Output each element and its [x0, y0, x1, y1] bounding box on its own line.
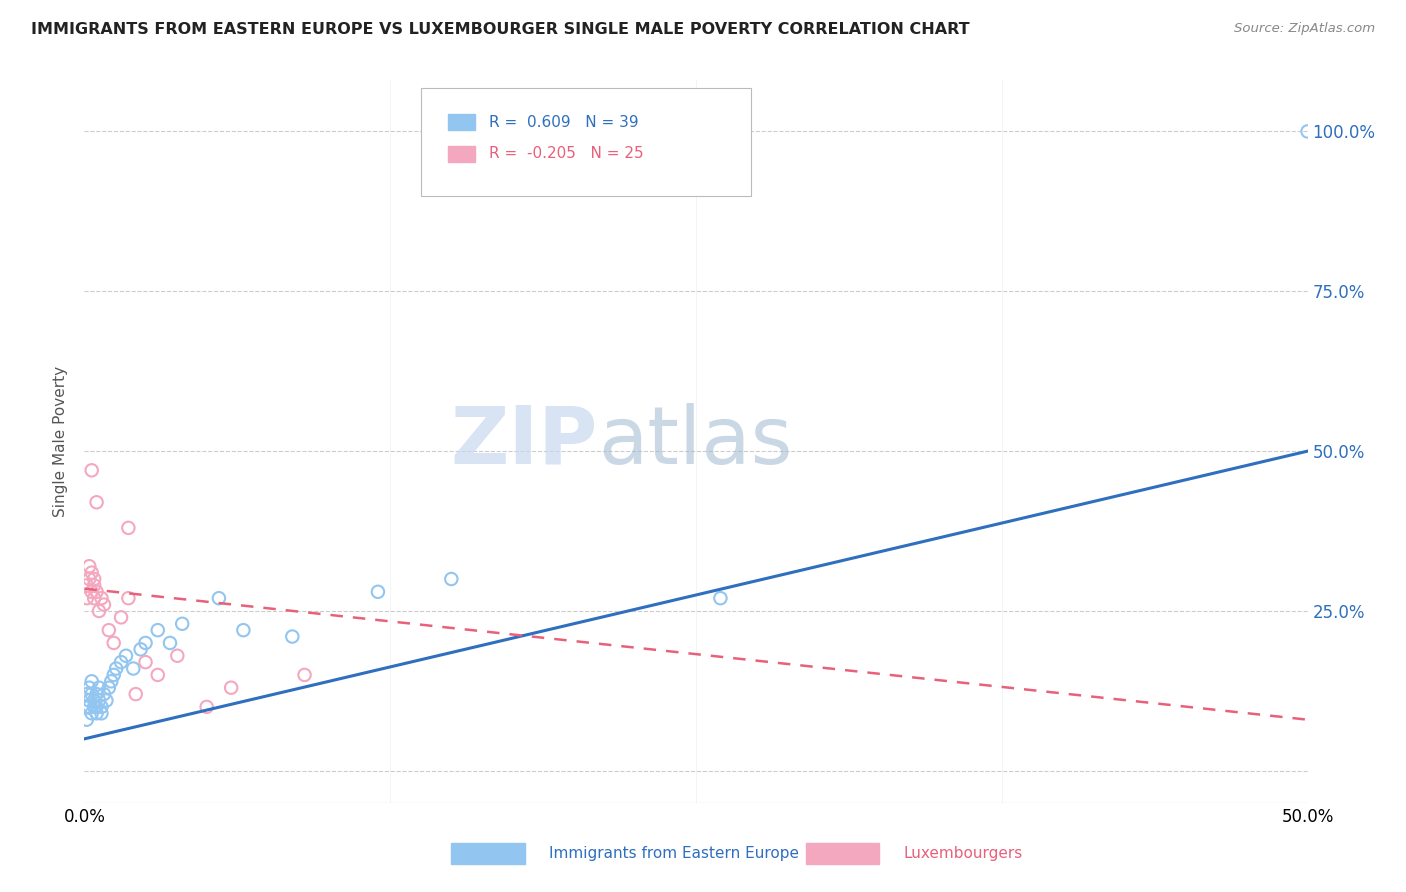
Point — [77, 559, 100, 574]
Point — [80, 687, 103, 701]
Point — [97, 681, 120, 695]
Point — [166, 648, 188, 663]
Point — [110, 655, 132, 669]
Point — [135, 636, 157, 650]
FancyBboxPatch shape — [447, 146, 475, 162]
Text: Luxembourgers: Luxembourgers — [904, 846, 1024, 861]
Point — [172, 616, 194, 631]
Point — [76, 578, 98, 592]
Point — [100, 674, 122, 689]
Point — [87, 693, 110, 707]
Text: Immigrants from Eastern Europe: Immigrants from Eastern Europe — [550, 846, 799, 861]
Point — [294, 668, 316, 682]
Point — [77, 572, 100, 586]
Point — [208, 591, 231, 606]
Point — [96, 693, 118, 707]
Text: R =  -0.205   N = 25: R = -0.205 N = 25 — [489, 146, 644, 161]
Point — [83, 693, 105, 707]
Point — [440, 572, 463, 586]
Text: Source: ZipAtlas.com: Source: ZipAtlas.com — [1234, 22, 1375, 36]
Point — [103, 636, 125, 650]
Text: R =  0.609   N = 39: R = 0.609 N = 39 — [489, 115, 638, 129]
Point — [83, 591, 105, 606]
Point — [93, 598, 115, 612]
Point — [83, 578, 105, 592]
Point — [219, 681, 242, 695]
Point — [195, 699, 218, 714]
Point — [125, 687, 148, 701]
Point — [80, 566, 103, 580]
Point — [367, 584, 389, 599]
Point — [77, 681, 100, 695]
Text: IMMIGRANTS FROM EASTERN EUROPE VS LUXEMBOURGER SINGLE MALE POVERTY CORRELATION C: IMMIGRANTS FROM EASTERN EUROPE VS LUXEMB… — [31, 22, 970, 37]
Point — [232, 623, 254, 637]
Point — [709, 591, 731, 606]
Point — [90, 706, 112, 721]
Point — [117, 591, 139, 606]
Point — [87, 604, 110, 618]
Point — [80, 674, 103, 689]
Y-axis label: Single Male Poverty: Single Male Poverty — [53, 366, 69, 517]
Point — [103, 668, 125, 682]
Point — [110, 610, 132, 624]
FancyBboxPatch shape — [806, 843, 880, 864]
Point — [77, 699, 100, 714]
Point — [90, 699, 112, 714]
Point — [76, 699, 98, 714]
Text: ZIP: ZIP — [451, 402, 598, 481]
Point — [87, 681, 110, 695]
Point — [86, 687, 108, 701]
Point — [76, 713, 98, 727]
FancyBboxPatch shape — [451, 843, 524, 864]
Point — [86, 495, 108, 509]
Point — [122, 661, 145, 675]
Point — [86, 699, 108, 714]
Point — [93, 687, 115, 701]
Text: atlas: atlas — [598, 402, 793, 481]
Point — [135, 655, 157, 669]
Point — [117, 521, 139, 535]
Point — [86, 706, 108, 721]
Point — [97, 623, 120, 637]
Point — [1296, 124, 1319, 138]
Point — [105, 661, 128, 675]
Point — [159, 636, 181, 650]
Point — [77, 693, 100, 707]
FancyBboxPatch shape — [420, 87, 751, 196]
Point — [76, 687, 98, 701]
Point — [146, 668, 169, 682]
Point — [76, 591, 98, 606]
Point — [83, 699, 105, 714]
FancyBboxPatch shape — [447, 114, 475, 130]
Point — [80, 463, 103, 477]
Point — [80, 584, 103, 599]
Point — [80, 706, 103, 721]
Point — [281, 630, 304, 644]
Point — [86, 584, 108, 599]
Point — [83, 572, 105, 586]
Point — [115, 648, 138, 663]
Point — [146, 623, 169, 637]
Point — [129, 642, 152, 657]
Point — [90, 591, 112, 606]
